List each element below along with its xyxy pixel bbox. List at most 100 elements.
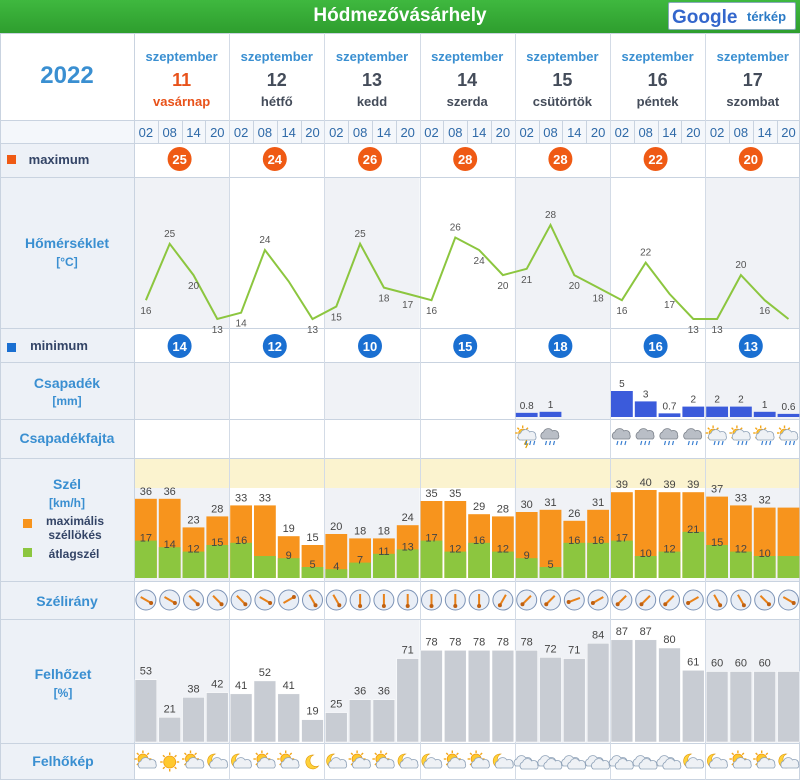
hour-label: 02 [329,125,343,140]
cloud-image-icon [537,755,563,770]
wind-direction-arrowhead [590,601,595,605]
cloud-shape [708,429,727,441]
hour-label: 20 [591,125,605,140]
rain-drop [663,440,667,446]
cloud-shape [540,428,560,440]
hour-label: 02 [234,125,248,140]
precip-bar-label: 5 [619,379,625,390]
cloud-shape [519,758,539,770]
max-badge [738,147,763,171]
google-map-link[interactable]: Google térkép [668,2,796,30]
cloud-bar-label: 41 [283,680,295,692]
cloud-label: Felhőzet [35,666,92,682]
cloud-bar [348,699,372,743]
precip-bar-label: 2 [738,395,744,406]
temperature-label: Hőmérséklet [25,235,109,251]
wind-direction-icon [302,589,323,611]
rain-drop [788,440,792,446]
precip-type-icon [540,428,560,446]
cloud-bar-label: 87 [616,626,628,638]
wind-gust-label: 39 [663,479,675,491]
cloud-image-icon [585,755,610,770]
cloud-bar-label: 71 [402,645,414,657]
wind-direction-icon [563,589,585,611]
cloud-shape [137,757,157,769]
wind-direction-icon [135,589,157,611]
wind-avg-label: 14 [164,539,176,551]
wind-avg-bar [658,551,681,578]
precip-type-icon [635,428,655,446]
min-badge-value: 10 [363,339,377,354]
cloud-shape [779,429,799,441]
map-link-brand: Google [672,7,737,28]
temperature-point-label: 15 [331,312,343,323]
precip-type-icon [611,428,631,446]
day-number: 15 [552,70,572,90]
cloud-image-icon [397,753,419,769]
sun-ray [174,754,177,758]
wind-gust-label: 33 [235,492,247,504]
cloud-image-icon [253,750,276,769]
wind-band [134,459,800,488]
rain-drop [548,440,552,446]
wind-direction-arrowhead [615,602,620,607]
temperature-point-label: 17 [402,300,414,311]
wind-avg-bar [254,556,276,578]
wind-direction-arrowhead [337,603,342,608]
wind-avg-bar [135,540,157,578]
day-weekday: hétfő [261,94,293,109]
wind-direction-series [135,589,799,611]
temperature-point-label: 18 [378,294,390,305]
wind-gust-label: 28 [211,503,223,515]
wind-avg-bar [515,558,538,578]
wind-direction-icon [421,589,442,611]
precipitation-series: 0.8 1 5 3 0.7 2 2 2 1 0.6 [515,379,800,417]
wind-gust-label: 39 [687,479,699,491]
wind-direction-arrowhead [686,601,691,605]
cloud-bar-label: 52 [259,667,271,679]
wind-avg-bar [230,542,252,578]
precip-bar-label: 3 [643,389,649,400]
temperature-line [144,222,790,321]
rain-drop [644,440,647,446]
day-month: szeptember [717,49,789,64]
wind-avg-label: 17 [140,533,152,545]
rain-drop [761,440,764,446]
wind-direction-arrow [308,594,317,606]
hour-label: 14 [567,125,581,140]
precip-bar [730,406,752,417]
hour-label: 14 [186,125,200,140]
cloud-bar [515,650,538,743]
precip-bar [682,406,705,417]
rain-drop [544,440,548,446]
sun-ray [174,766,177,770]
hour-label: 20 [210,125,224,140]
day-month: szeptember [621,49,693,64]
wind-direction-arrowhead [172,601,177,605]
wind-gust-label: 24 [402,512,414,524]
hour-label: 02 [519,125,533,140]
max-badge [548,147,573,171]
rain-drop [552,440,556,446]
day-month: szeptember [431,49,503,64]
page-title: Hódmezővásárhely [313,5,487,26]
cloud-shape [494,757,514,769]
wind-gust-label: 30 [521,499,533,511]
wind-avg-bar [277,558,300,578]
cloud-bar [491,650,515,743]
precip-bar-label: 0.7 [663,401,677,412]
temperature-series: 16 25 20 13 14 24 13 15 25 18 17 16 26 24 20 21 28 20 18 16… [140,210,790,336]
precip-type-icon [777,425,799,446]
wind-avg-bar [444,551,467,578]
temperature-point-label: 20 [188,281,200,292]
precip-bar-label: 0.8 [520,401,534,412]
wind-direction-arrow [568,597,581,603]
precip-bar [515,412,538,417]
rain-drop [769,440,772,446]
wind-avg-label: 12 [735,544,747,556]
temperature-point-label: 21 [521,275,533,286]
wind-direction-icon [516,589,538,611]
hour-label: 02 [424,125,438,140]
wind-direction-icon [397,589,419,611]
cloud-shape [185,757,205,769]
